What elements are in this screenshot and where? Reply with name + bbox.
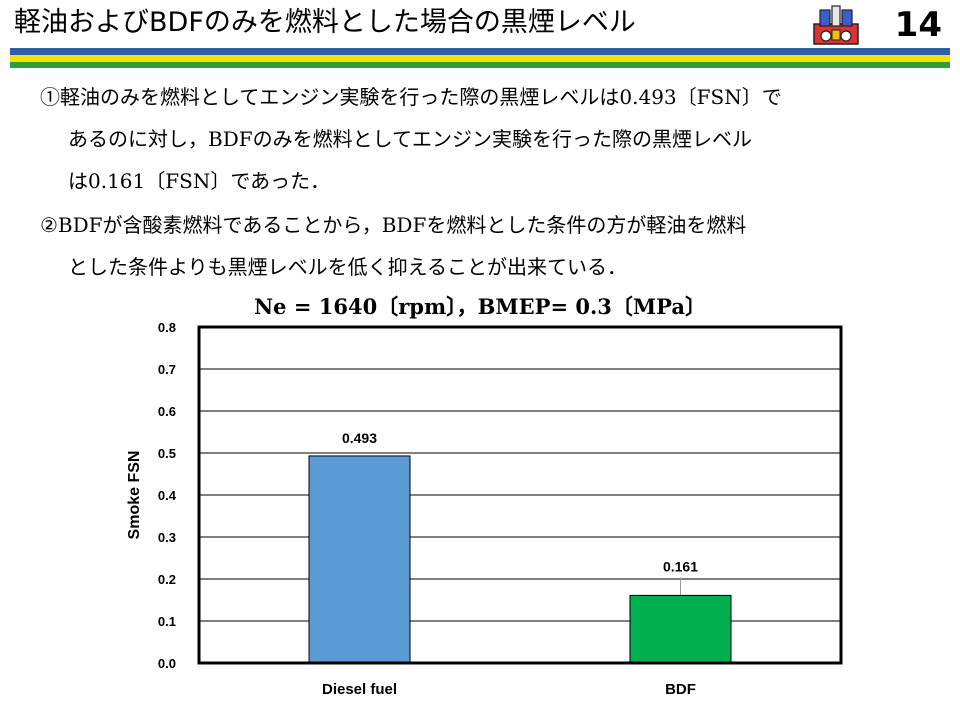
bar-bdf	[629, 594, 732, 664]
stripe-blue	[10, 48, 950, 55]
header-stripes	[0, 48, 960, 72]
bullet-2-line-2: とした条件よりも黒煙レベルを低く抑えることが出来ている．	[68, 255, 627, 279]
slide-number: 14	[894, 5, 942, 45]
y-axis-label: Smoke FSN	[126, 451, 143, 540]
stripe-yellow	[10, 55, 950, 62]
bullet-1-line-3: は0.161〔FSN〕であった．	[68, 169, 331, 193]
y-tick-label: 0.8	[158, 320, 176, 335]
y-tick-label: 0.3	[158, 530, 176, 545]
y-tick-label: 0.7	[158, 362, 176, 377]
y-tick-label: 0.0	[158, 656, 176, 671]
stripe-green	[10, 62, 950, 68]
y-tick-label: 0.6	[158, 404, 176, 419]
chart-title: Ne = 1640〔rpm〕，BMEP= 0.3〔MPa〕	[253, 294, 706, 319]
engine-logo-icon	[813, 5, 859, 45]
bullet-2-line-1: ②BDFが含酸素燃料であることから，BDFを燃料とした条件の方が軽油を燃料	[40, 213, 747, 237]
slide-title: 軽油およびBDFのみを燃料とした場合の黒煙レベル	[14, 7, 636, 38]
y-tick-label: 0.1	[158, 614, 176, 629]
x-tick-label: BDF	[665, 681, 696, 698]
data-label: 0.493	[342, 430, 377, 446]
y-tick-label: 0.2	[158, 572, 176, 587]
data-label: 0.161	[663, 558, 698, 574]
y-tick-label: 0.4	[158, 488, 177, 503]
x-tick-label: Diesel fuel	[322, 681, 397, 698]
bar-diesel-fuel	[308, 455, 411, 664]
plot-frame	[197, 325, 843, 665]
y-tick-label: 0.5	[158, 446, 176, 461]
bullet-1-line-2: あるのに対し，BDFのみを燃料としてエンジン実験を行った際の黒煙レベル	[68, 127, 753, 151]
bullet-1-line-1: ①軽油のみを燃料としてエンジン実験を行った際の黒煙レベルは0.493〔FSN〕で	[40, 85, 782, 109]
